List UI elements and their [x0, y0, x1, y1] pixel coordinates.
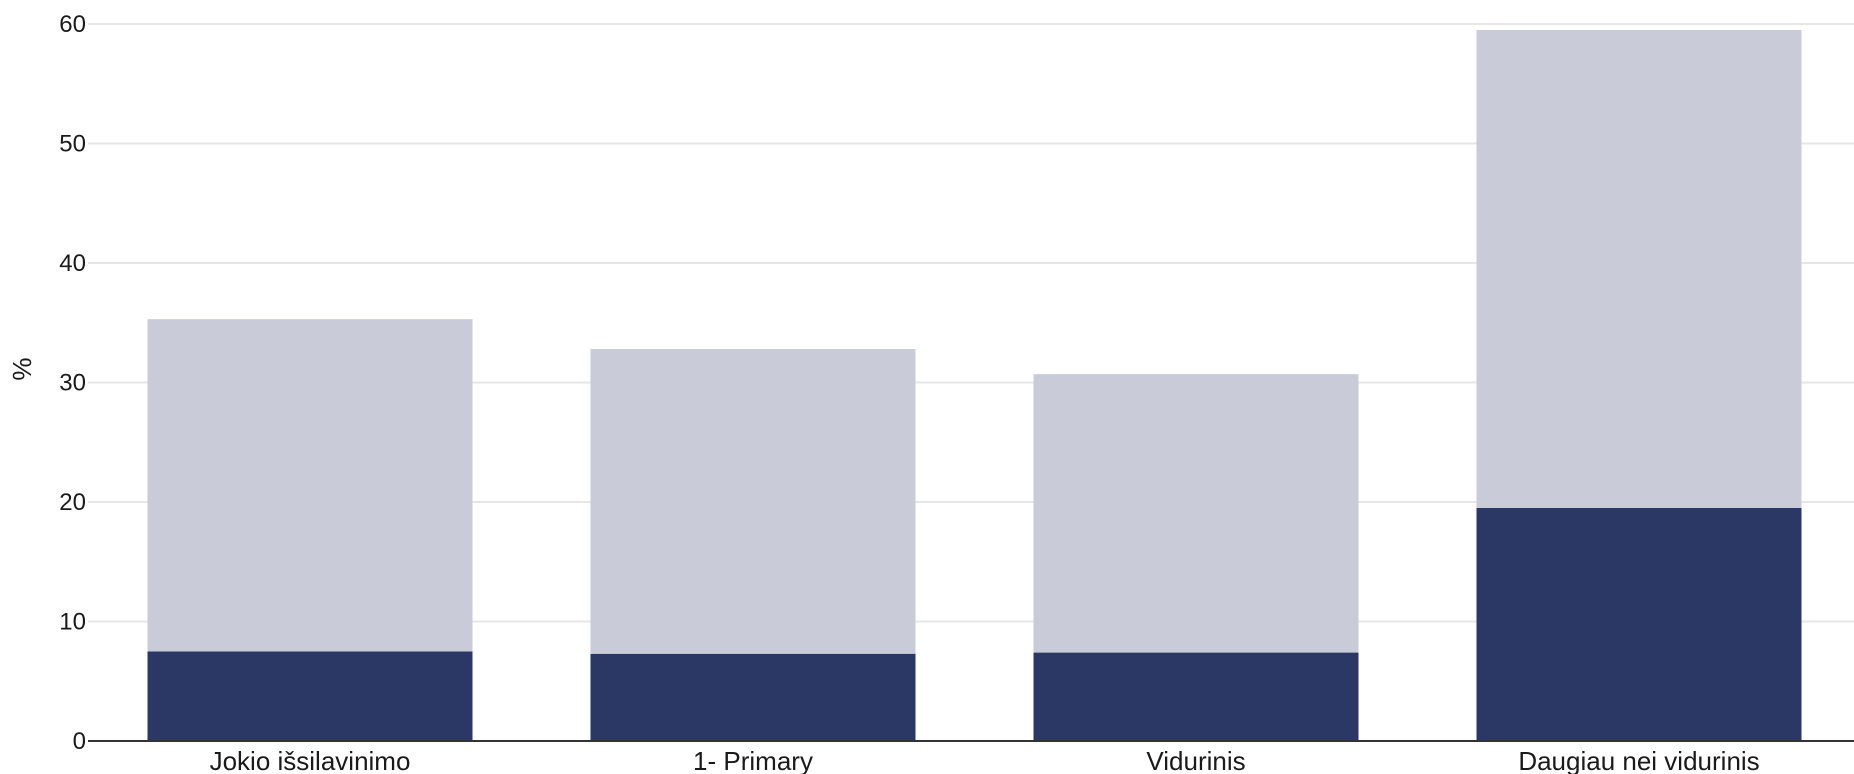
- y-tick-label: 30: [59, 370, 86, 397]
- bar-segment: [1476, 29, 1802, 508]
- bar-segment: [1476, 507, 1802, 741]
- bar-segment: [1033, 652, 1359, 741]
- bar-segment: [147, 319, 473, 652]
- x-tick-label: Vidurinis: [1146, 746, 1245, 774]
- y-tick-label: 60: [59, 11, 86, 38]
- y-tick-label: 40: [59, 250, 86, 277]
- bars: [147, 29, 1802, 741]
- y-tick-label: 50: [59, 131, 86, 158]
- x-tick-label: 1- Primary: [693, 746, 813, 774]
- bar-segment: [590, 349, 916, 654]
- x-axis-labels: Jokio išsilavinimo 1- Primary Vidurinis Dau…: [210, 746, 1760, 774]
- y-axis-title: %: [7, 357, 37, 380]
- bar-segment: [147, 651, 473, 741]
- x-tick-label: Jokio išsilavinimo: [210, 746, 411, 774]
- x-tick-label: Daugiau nei vidurinis: [1518, 746, 1759, 774]
- y-axis-ticks: 0 10 20 30 40 50 60: [59, 11, 86, 755]
- y-tick-label: 10: [59, 609, 86, 636]
- bar-segment: [590, 653, 916, 741]
- y-tick-label: 0: [73, 728, 86, 755]
- y-tick-label: 20: [59, 489, 86, 516]
- bar-segment: [1033, 374, 1359, 653]
